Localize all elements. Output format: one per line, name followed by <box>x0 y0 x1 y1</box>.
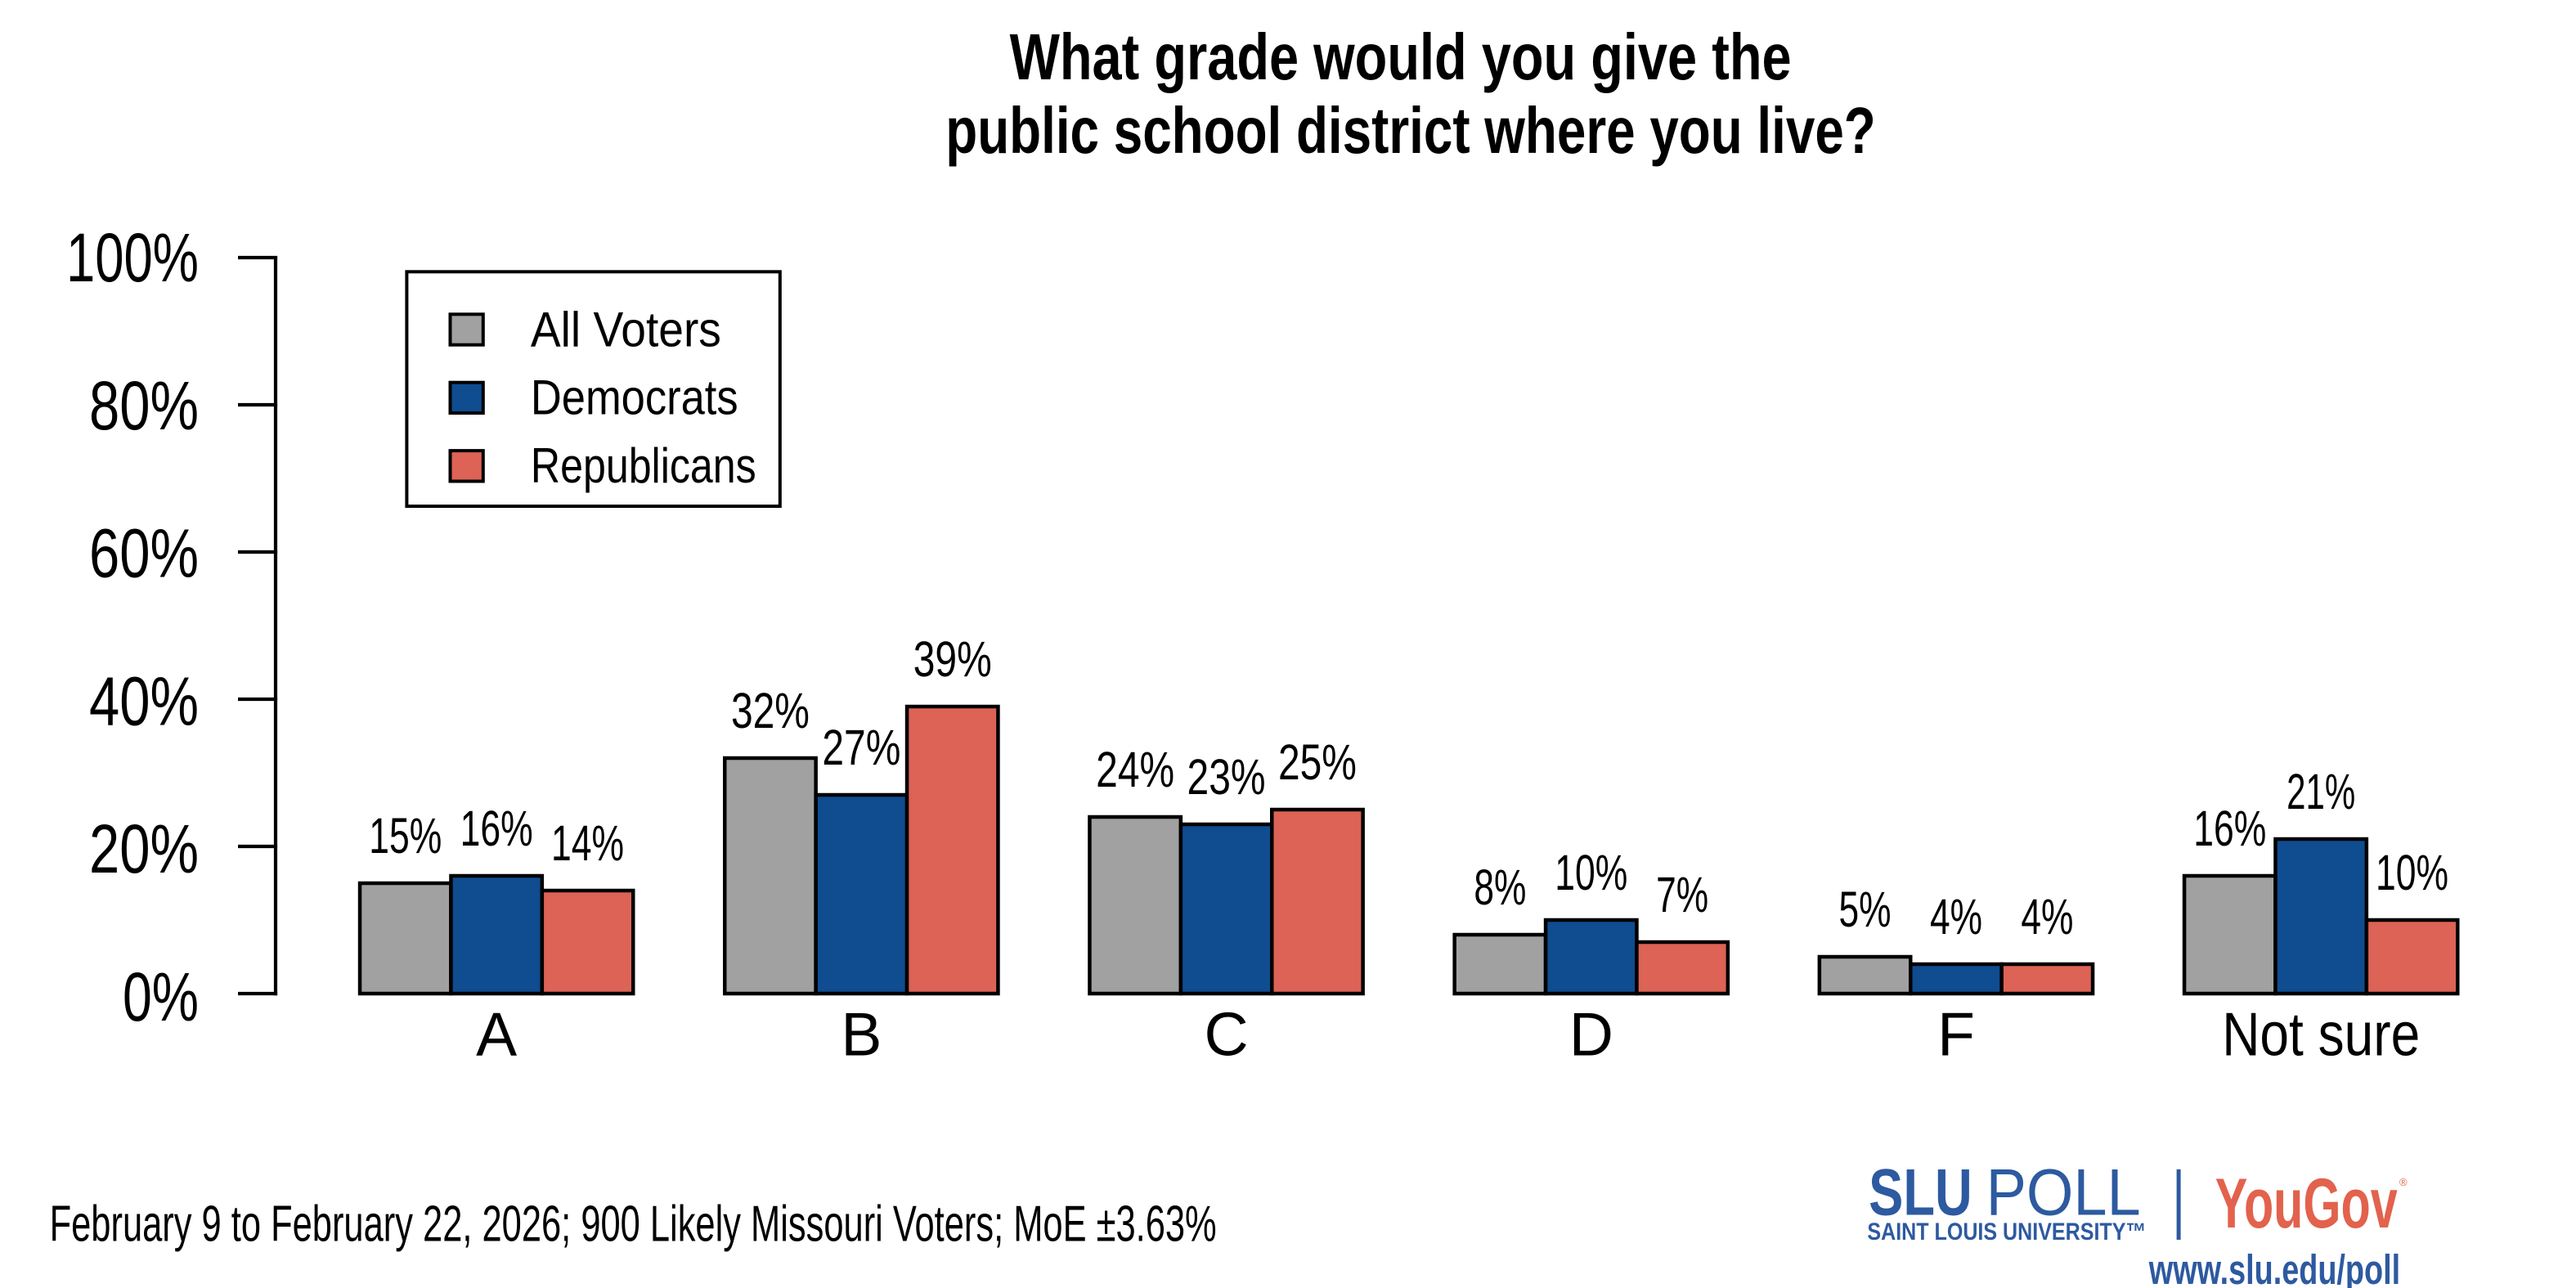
svg-text:Democrats: Democrats <box>531 370 738 425</box>
svg-text:Not sure: Not sure <box>2222 1000 2420 1069</box>
svg-text:A: A <box>476 1000 517 1069</box>
svg-text:SAINT LOUIS UNIVERSITY™: SAINT LOUIS UNIVERSITY™ <box>1867 1218 2146 1245</box>
svg-text:4%: 4% <box>1930 889 1982 945</box>
svg-text:Republicans: Republicans <box>531 438 756 493</box>
svg-text:16%: 16% <box>2193 801 2266 856</box>
svg-text:4%: 4% <box>2021 889 2073 945</box>
svg-text:0%: 0% <box>123 958 199 1035</box>
svg-text:All Voters: All Voters <box>531 302 721 357</box>
svg-text:14%: 14% <box>551 815 624 871</box>
svg-text:February 9 to February 22, 202: February 9 to February 22, 2026; 900 Lik… <box>50 1196 1217 1253</box>
svg-text:B: B <box>841 1000 882 1069</box>
svg-text:10%: 10% <box>2376 845 2448 900</box>
svg-text:D: D <box>1569 1000 1613 1069</box>
svg-text:YouGov: YouGov <box>2215 1165 2398 1243</box>
svg-text:5%: 5% <box>1839 882 1892 937</box>
svg-text:25%: 25% <box>1278 734 1357 790</box>
svg-text:16%: 16% <box>460 801 533 856</box>
svg-text:20%: 20% <box>89 810 199 887</box>
svg-text:40%: 40% <box>89 662 199 739</box>
svg-text:27%: 27% <box>822 720 900 775</box>
svg-text:80%: 80% <box>89 367 199 444</box>
svg-text:C: C <box>1205 1000 1249 1069</box>
svg-text:What grade would you give the: What grade would you give the <box>1010 20 1792 93</box>
svg-text:15%: 15% <box>369 808 442 864</box>
svg-text:10%: 10% <box>1555 845 1627 900</box>
svg-text:32%: 32% <box>731 683 810 738</box>
svg-text:100%: 100% <box>66 219 199 296</box>
svg-text:21%: 21% <box>2287 764 2355 819</box>
svg-text:60%: 60% <box>89 515 199 592</box>
svg-text:public school district where y: public school district where you live? <box>945 94 1876 167</box>
svg-text:39%: 39% <box>913 631 992 687</box>
svg-text:POLL: POLL <box>1986 1156 2141 1230</box>
svg-text:®: ® <box>2399 1176 2408 1188</box>
svg-text:7%: 7% <box>1656 867 1708 922</box>
svg-text:F: F <box>1937 1000 1975 1069</box>
svg-text:8%: 8% <box>1474 859 1526 915</box>
svg-text:24%: 24% <box>1096 742 1174 797</box>
svg-text:www.slu.edu/poll: www.slu.edu/poll <box>2148 1246 2400 1288</box>
svg-text:SLU: SLU <box>1869 1156 1972 1230</box>
svg-text:23%: 23% <box>1187 749 1266 805</box>
